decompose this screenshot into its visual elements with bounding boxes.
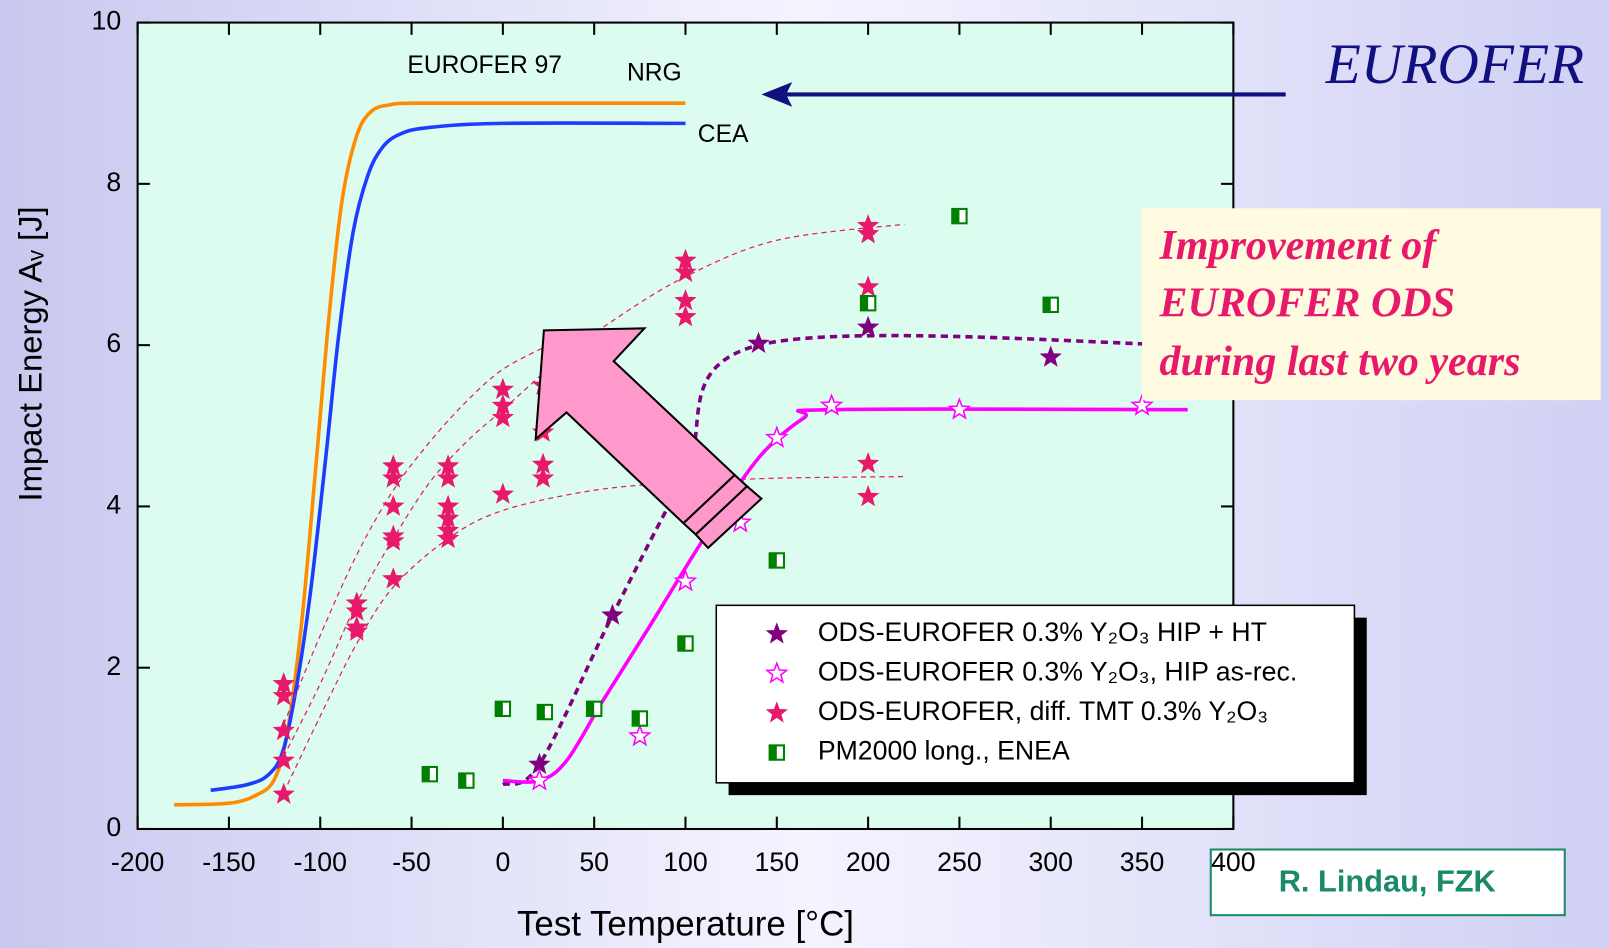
marker-part	[770, 553, 777, 567]
x-tick-label: 300	[1028, 847, 1072, 877]
curve-label: CEA	[698, 121, 749, 148]
marker-part	[770, 745, 777, 759]
x-tick-label: 350	[1120, 847, 1164, 877]
marker	[1044, 298, 1058, 312]
legend-label: ODS-EUROFER, diff. TMT 0.3% Y₂O₃	[818, 696, 1268, 726]
legend-label: ODS-EUROFER 0.3% Y₂O₃ HIP + HT	[818, 617, 1267, 647]
x-tick-label: 150	[755, 847, 799, 877]
marker	[459, 773, 473, 787]
y-tick-label: 4	[106, 489, 121, 519]
y-tick-label: 8	[106, 167, 121, 197]
author: R. Lindau, FZK	[1279, 863, 1496, 898]
x-tick-label: 200	[846, 847, 890, 877]
marker-part	[678, 636, 685, 650]
y-tick-label: 6	[106, 328, 121, 358]
curve-label: NRG	[627, 59, 682, 86]
legend-label: PM2000 long., ENEA	[818, 736, 1070, 766]
y-tick-label: 10	[92, 6, 122, 36]
x-axis-title: Test Temperature [°C]	[517, 905, 854, 944]
improvement-line: during last two years	[1159, 339, 1520, 385]
marker-part	[633, 711, 640, 725]
chart: Test Temperature [°C] Impact Energy Aᵥ […	[0, 0, 1609, 948]
marker	[952, 209, 966, 223]
marker-part	[861, 296, 868, 310]
marker-part	[496, 702, 503, 716]
curve-label: EUROFER 97	[407, 52, 562, 79]
marker	[587, 702, 601, 716]
marker	[678, 636, 692, 650]
marker	[861, 296, 875, 310]
marker	[633, 711, 647, 725]
x-tick-label: -100	[294, 847, 347, 877]
x-tick-label: 100	[663, 847, 707, 877]
y-tick-label: 2	[106, 651, 121, 681]
marker	[770, 553, 784, 567]
legend: ODS-EUROFER 0.3% Y₂O₃ HIP + HT ODS-EUROFE…	[716, 605, 1366, 795]
marker	[423, 767, 437, 781]
x-tick-label: 50	[579, 847, 609, 877]
marker-part	[587, 702, 594, 716]
x-tick-label: -50	[392, 847, 431, 877]
x-tick-label: 250	[937, 847, 981, 877]
marker	[496, 702, 510, 716]
x-tick-label: -200	[111, 847, 164, 877]
y-tick-label: 0	[106, 812, 121, 842]
marker-part	[459, 773, 466, 787]
x-tick-label: 400	[1211, 847, 1255, 877]
legend-label: ODS-EUROFER 0.3% Y₂O₃, HIP as-rec.	[818, 657, 1297, 687]
x-tick-label: 0	[495, 847, 510, 877]
y-axis-title: Impact Energy Aᵥ [J]	[12, 206, 49, 501]
improvement-line: Improvement of	[1158, 223, 1440, 269]
marker	[538, 705, 552, 719]
improvement-line: EUROFER ODS	[1158, 280, 1455, 326]
callout-title: EUROFER	[1325, 33, 1584, 96]
marker-part	[952, 209, 959, 223]
marker-part	[423, 767, 430, 781]
marker-part	[538, 705, 545, 719]
x-tick-label: -150	[202, 847, 255, 877]
marker	[770, 745, 784, 759]
marker-part	[1044, 298, 1051, 312]
page: {"chart_data": {"type": "scatter", "xlab…	[0, 0, 1609, 948]
